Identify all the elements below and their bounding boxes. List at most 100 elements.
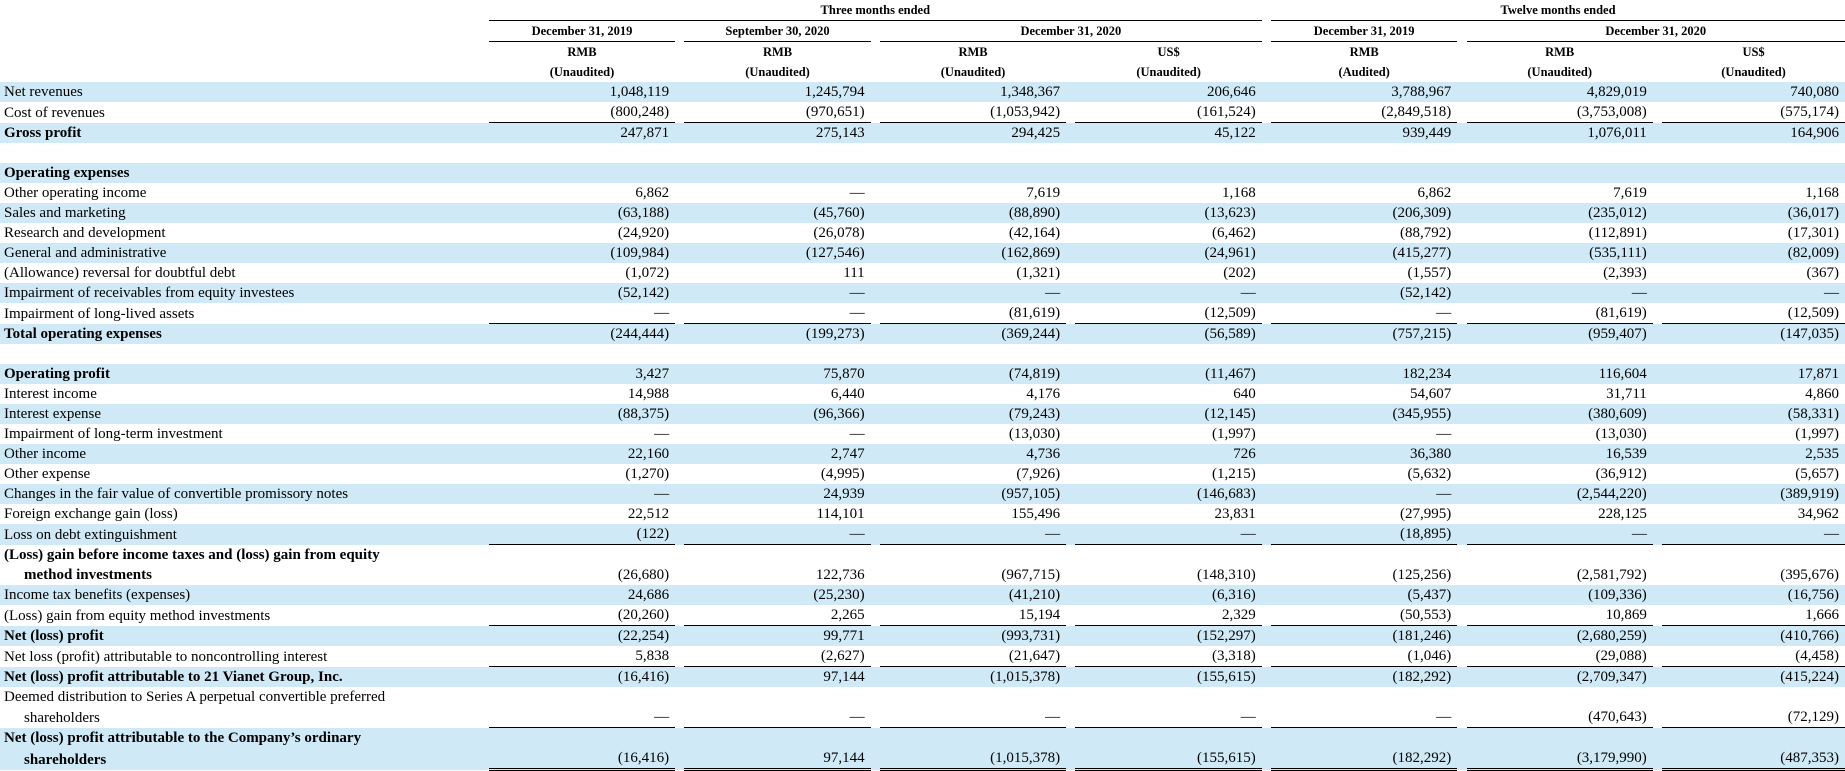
audit-status-header: (Unaudited)	[1136, 65, 1201, 79]
row-label: Deemed distribution to Series A perpetua…	[4, 689, 386, 705]
table-row: Total operating expenses (244,444) (199,27…	[0, 323, 1845, 344]
value-cell: 4,736	[879, 444, 1067, 464]
value-cell	[1466, 163, 1653, 183]
value-cell: (4,995)	[820, 466, 865, 482]
value-cell	[1467, 545, 1653, 566]
value-cell: 34,962	[1797, 506, 1839, 522]
value-cell	[1662, 163, 1845, 183]
audit-status-header: (Unaudited)	[1721, 65, 1786, 79]
audit-status-header: (Unaudited)	[745, 65, 810, 79]
table-row: Deemed distribution to Series A perpetua…	[0, 687, 1845, 707]
table-row: Gross profit 247,871 275,143 294,425 45,122 9…	[0, 122, 1845, 143]
table-row: Operating expenses	[0, 163, 1845, 183]
value-cell: (993,731)	[879, 625, 1067, 646]
value-cell: (82,009)	[1662, 243, 1845, 263]
row-label: (Allowance) reversal for doubtful debt	[4, 265, 236, 281]
table-row: Loss on debt extinguishment (122) — — — (18,8…	[0, 524, 1845, 545]
value-cell	[1271, 163, 1458, 183]
value-cell: 7,619	[1026, 185, 1061, 201]
value-cell: (148,310)	[1197, 567, 1256, 583]
value-cell: (1,015,378)	[879, 666, 1067, 687]
value-cell: (2,544,220)	[1466, 484, 1653, 504]
value-cell	[1075, 727, 1262, 748]
row-label: Total operating expenses	[0, 323, 489, 344]
value-cell: (13,030)	[1008, 426, 1061, 442]
value-cell: (16,416)	[488, 748, 676, 771]
value-cell: (74,819)	[879, 364, 1067, 384]
value-cell: (122)	[488, 524, 676, 545]
value-cell: 1,168	[1805, 185, 1839, 201]
table-row: shareholders (16,416) 97,144 (1,015,378) (15…	[0, 748, 1845, 771]
value-cell: (88,375)	[488, 404, 676, 424]
table-row: Impairment of receivables from equity in…	[0, 283, 1845, 303]
value-cell: 22,512	[627, 506, 670, 522]
table-row: Interest expense (88,375) (96,366) (79,243)…	[0, 404, 1845, 424]
value-cell: —	[1466, 524, 1653, 545]
table-body: Net revenues 1,048,119 1,245,794 1,348,367 2…	[0, 82, 1845, 771]
value-cell: —	[1271, 303, 1458, 324]
currency-header: US$	[1157, 45, 1180, 59]
value-cell: (162,869)	[879, 243, 1067, 263]
table-row: Impairment of long-lived assets — — (81,619…	[0, 303, 1845, 324]
table-row: General and administrative (109,984) (127,…	[0, 243, 1845, 263]
value-cell: 2,535	[1662, 444, 1845, 464]
row-label: (Loss) gain before income taxes and (los…	[4, 547, 380, 563]
value-cell	[1271, 545, 1457, 566]
value-cell	[684, 545, 870, 566]
value-cell: 97,144	[684, 748, 871, 771]
value-cell: 97,144	[684, 666, 871, 687]
row-label: Changes in the fair value of convertible…	[0, 484, 489, 504]
currency-header: RMB	[567, 45, 597, 59]
date-header-dec-2020-y: December 31, 2020	[1466, 20, 1845, 42]
value-cell: (63,188)	[488, 203, 676, 223]
table-row: Net (loss) profit attributable to the Co…	[0, 727, 1845, 748]
value-cell: (410,766)	[1662, 625, 1845, 646]
value-cell: (109,336)	[1466, 585, 1653, 605]
value-cell: —	[849, 426, 865, 442]
value-cell: (1,997)	[1212, 426, 1256, 442]
row-label: Interest income	[4, 386, 97, 402]
table-row: Impairment of long-term investment — — (13,…	[0, 424, 1845, 444]
value-cell	[1662, 727, 1845, 748]
value-cell: (535,111)	[1466, 243, 1653, 263]
value-cell	[880, 545, 1066, 566]
value-cell: 1,048,119	[488, 82, 676, 102]
table-row: Research and development (24,920) (26,078)…	[0, 223, 1845, 243]
value-cell: —	[879, 283, 1067, 303]
value-cell: (367)	[1806, 265, 1840, 281]
value-cell	[1662, 687, 1845, 707]
value-cell: —	[488, 707, 676, 728]
value-cell: (109,984)	[488, 243, 676, 263]
table-row: Net (loss) profit attributable to 21 Via…	[0, 666, 1845, 687]
table-row: Income tax benefits (expenses) 24,686 (25,…	[0, 585, 1845, 605]
value-cell: —	[1466, 283, 1653, 303]
value-cell: (25,230)	[684, 585, 871, 605]
value-cell	[1075, 545, 1261, 566]
value-cell: (182,292)	[1271, 748, 1458, 771]
value-cell	[684, 687, 870, 707]
value-cell: (155,615)	[1075, 748, 1262, 771]
value-cell: (96,366)	[684, 404, 871, 424]
value-cell: —	[1662, 283, 1845, 303]
value-cell	[879, 163, 1067, 183]
value-cell: (17,301)	[1787, 225, 1839, 241]
row-label: Gross profit	[0, 122, 489, 143]
value-cell: 4,860	[1805, 386, 1839, 402]
value-cell: —	[1075, 524, 1262, 545]
value-cell: 10,869	[1466, 605, 1653, 626]
value-cell: 2,329	[1075, 605, 1262, 626]
row-label: Sales and marketing	[0, 203, 489, 223]
value-cell: 24,939	[684, 484, 871, 504]
value-cell: 111	[843, 265, 865, 281]
value-cell: 155,496	[1011, 506, 1061, 522]
value-cell: (487,353)	[1662, 748, 1845, 771]
value-cell: (2,627)	[684, 646, 871, 667]
value-cell	[684, 163, 871, 183]
value-cell: (470,643)	[1466, 707, 1653, 728]
value-cell: —	[488, 303, 676, 324]
value-cell: (1,997)	[1795, 426, 1839, 442]
value-cell: 45,122	[1075, 122, 1262, 143]
value-cell: (21,647)	[879, 646, 1067, 667]
value-cell	[489, 687, 675, 707]
